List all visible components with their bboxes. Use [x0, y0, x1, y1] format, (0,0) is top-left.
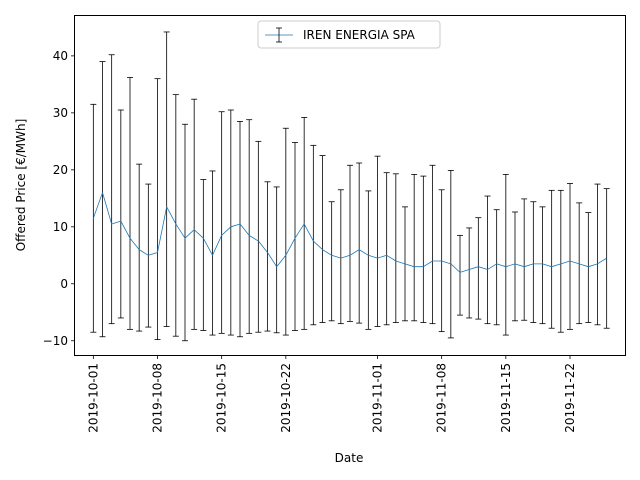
- x-tick-label: 2019-11-08: [435, 363, 449, 433]
- y-tick-label: 10: [53, 220, 68, 234]
- y-tick-label: 20: [53, 163, 68, 177]
- x-axis-ticks: 2019-10-01 2019-10-08 2019-10-15 2019-10-22…: [86, 355, 577, 433]
- x-tick-label: 2019-10-15: [215, 363, 229, 433]
- y-tick-label: 40: [53, 49, 68, 63]
- legend-box: [257, 20, 441, 49]
- y-axis-title: Offered Price [€/MWh]: [14, 119, 28, 252]
- series-line-group: [92, 192, 607, 273]
- x-tick-label: 2019-10-08: [151, 363, 165, 433]
- y-axis-ticks: −10 0 10 20 30 40: [43, 49, 75, 348]
- error-bars: [90, 31, 610, 342]
- series-line: [92, 192, 607, 273]
- x-tick-label: 2019-10-22: [279, 363, 293, 433]
- legend: IREN ENERGIA SPA: [257, 20, 441, 49]
- legend-label: IREN ENERGIA SPA: [303, 28, 416, 42]
- x-tick-label: 2019-11-22: [563, 363, 577, 433]
- x-tick-label: 2019-11-01: [371, 363, 385, 433]
- x-tick-label: 2019-10-01: [86, 363, 100, 433]
- y-tick-label: −10: [43, 334, 68, 348]
- x-axis-title: Date: [335, 451, 364, 465]
- y-tick-label: 30: [53, 106, 68, 120]
- plot-area-frame: [74, 15, 626, 356]
- x-tick-label: 2019-11-15: [499, 363, 513, 433]
- y-tick-label: 0: [60, 277, 68, 291]
